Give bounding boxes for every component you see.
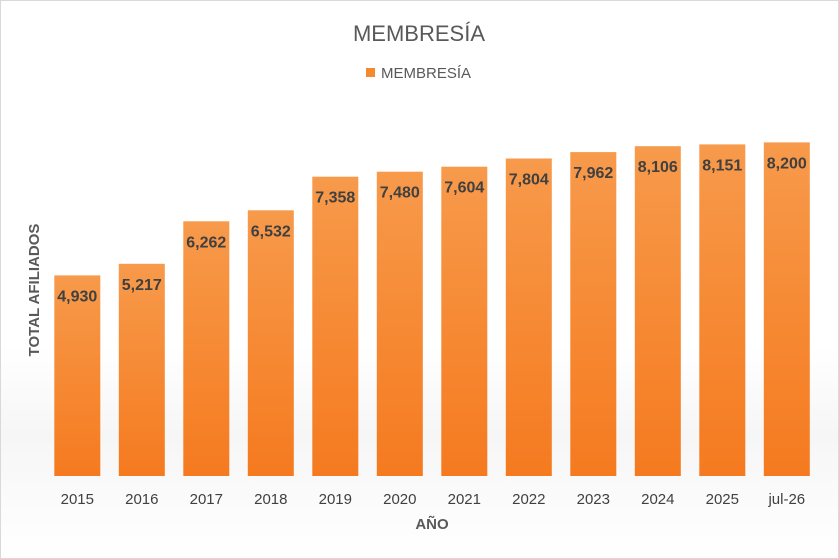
bar-jul-26 — [763, 142, 810, 476]
data-labels-group: 4,930 5,217 6,262 6,532 7,358 7,480 7,604 7,804… — [57, 155, 807, 305]
bar-2019 — [312, 176, 359, 476]
x-tick-label-2018: 2018 — [254, 491, 287, 508]
y-axis-title: TOTAL AFILIADOS — [26, 224, 43, 357]
bar-2016 — [118, 263, 165, 476]
x-tick-label-2015: 2015 — [61, 491, 94, 508]
x-tick-label-2025: 2025 — [706, 491, 739, 508]
data-label-2017: 6,262 — [186, 234, 226, 251]
x-tick-label-2019: 2019 — [319, 491, 352, 508]
data-label-2023: 7,962 — [573, 165, 613, 182]
x-tick-label-jul-26: jul-26 — [767, 491, 805, 508]
data-label-2018: 6,532 — [251, 223, 291, 240]
x-tick-label-2020: 2020 — [383, 491, 416, 508]
bar-2025 — [699, 144, 746, 476]
chart-title: MEMBRESÍA — [353, 21, 485, 46]
bars-group — [54, 142, 810, 477]
data-label-2022: 7,804 — [509, 172, 549, 189]
x-tick-labels-group: 2015 2016 2017 2018 2019 2020 2021 2022 2023 2024… — [61, 491, 806, 508]
data-label-2016: 5,217 — [122, 277, 162, 294]
x-tick-label-2021: 2021 — [448, 491, 481, 508]
bar-2024 — [634, 146, 681, 476]
x-tick-label-2023: 2023 — [577, 491, 610, 508]
bar-2021 — [441, 166, 488, 476]
bar-2017 — [183, 221, 230, 476]
x-tick-label-2024: 2024 — [641, 491, 674, 508]
data-label-2024: 8,106 — [638, 159, 678, 176]
x-axis-title: AÑO — [415, 515, 449, 533]
legend-swatch — [366, 68, 375, 77]
bar-2022 — [505, 158, 552, 476]
bar-2023 — [570, 152, 617, 476]
legend: MEMBRESÍA — [366, 65, 471, 82]
data-label-2020: 7,480 — [380, 185, 420, 202]
x-tick-label-2022: 2022 — [512, 491, 545, 508]
legend-label: MEMBRESÍA — [381, 65, 471, 82]
data-label-jul-26: 8,200 — [767, 155, 807, 172]
data-label-2019: 7,358 — [315, 190, 355, 207]
bar-2020 — [376, 171, 423, 476]
data-label-2015: 4,930 — [57, 288, 97, 305]
x-tick-label-2017: 2017 — [190, 491, 223, 508]
data-label-2021: 7,604 — [444, 180, 484, 197]
bar-2018 — [247, 210, 294, 477]
data-label-2025: 8,151 — [702, 157, 742, 174]
x-tick-label-2016: 2016 — [125, 491, 158, 508]
bar-2015 — [54, 275, 101, 476]
